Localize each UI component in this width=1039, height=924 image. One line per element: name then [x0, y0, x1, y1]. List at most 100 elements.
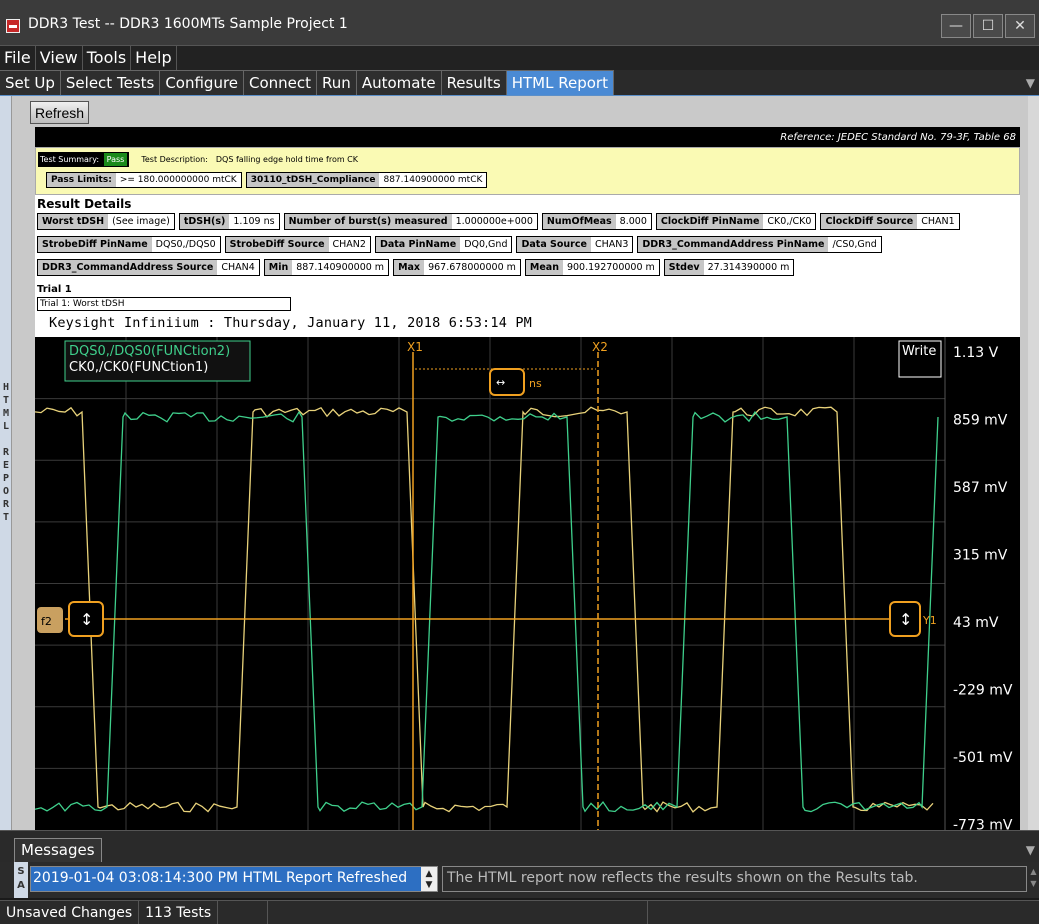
detail-key: NumOfMeas [542, 214, 616, 229]
detail-item: Worst tDSH (See image) [37, 213, 175, 230]
detail-item: Stdev 27.314390000 m [663, 259, 795, 276]
tab-configure[interactable]: Configure [160, 70, 245, 95]
tests-count: 113 Tests [139, 901, 219, 924]
tab-automate[interactable]: Automate [356, 70, 442, 95]
dqs-waveform [35, 406, 934, 813]
detail-value: DQS0,/DQS0 [155, 239, 216, 250]
compliance-key: 30110_tDSH_Compliance [246, 173, 380, 187]
messages-overflow-icon[interactable]: ▼ [1025, 843, 1035, 857]
message-spinner-icon[interactable]: ▲ ▼ [421, 867, 437, 891]
delta-arrows-icon: ↔ [496, 376, 505, 389]
detail-value: 887.140900000 m [296, 262, 385, 273]
report-view: Reference: JEDEC Standard No. 79-3F, Tab… [35, 127, 1020, 830]
title-bar: DDR3 Test -- DDR3 1600MTs Sample Project… [0, 0, 1039, 46]
detail-item: Max 967.678000000 m [393, 259, 521, 276]
status-cell-empty [218, 901, 269, 924]
scope-caption: Keysight Infiniium : Thursday, January 1… [49, 315, 533, 331]
tab-overflow-icon[interactable]: ▼ [1025, 76, 1035, 90]
detail-item: tDSH(s) 1.109 ns [178, 213, 280, 230]
detail-value: 1.109 ns [233, 216, 275, 227]
detail-key: Max [394, 260, 425, 275]
messages-tab[interactable]: Messages [14, 838, 102, 862]
tab-select-tests[interactable]: Select Tests [60, 70, 161, 95]
detail-value: CHAN4 [221, 262, 255, 273]
detail-value: CK0,/CK0 [767, 216, 812, 227]
detail-key: DDR3_CommandAddress PinName [638, 237, 829, 252]
tab-results[interactable]: Results [441, 70, 507, 95]
right-y-arrows-icon: ↕ [899, 610, 912, 629]
menu-tools[interactable]: Tools [83, 46, 132, 70]
message-select[interactable]: 2019-01-04 03:08:14:300 PM HTML Report R… [30, 866, 438, 892]
window-controls: — ☐ ✕ [941, 14, 1035, 38]
detail-item: StrobeDiff PinName DQS0,/DQS0 [37, 236, 221, 253]
delta-handle [489, 368, 525, 396]
scope-screenshot: 1.13 V 859 mV 587 mV 315 mV 43 mV -229 mV -501… [35, 337, 1020, 830]
pass-limits: Pass Limits: >= 180.000000000 mtCK [46, 172, 242, 188]
left-y-handle [68, 601, 104, 637]
message-detail: The HTML report now reflects the results… [442, 866, 1027, 892]
vertical-scrollbar[interactable] [1028, 96, 1039, 830]
maximize-button[interactable]: ☐ [973, 14, 1003, 38]
description-label: Test Description: [141, 155, 208, 164]
tab-bar: Set Up Select Tests Configure Connect Ru… [0, 70, 1039, 96]
legend-box [64, 340, 251, 382]
y-tick-label: 43 mV [953, 615, 999, 631]
tab-connect[interactable]: Connect [244, 70, 318, 95]
menu-bar: File View Tools Help [0, 46, 1039, 70]
detail-item: ClockDiff Source CHAN1 [820, 213, 960, 230]
detail-key: Data Source [517, 237, 591, 252]
detail-key: ClockDiff Source [821, 214, 918, 229]
detail-key: Number of burst(s) measured [284, 214, 452, 229]
detail-item: DDR3_CommandAddress Source CHAN4 [37, 259, 260, 276]
message-scroll-icon[interactable]: ▲ ▼ [1030, 867, 1037, 888]
menu-file[interactable]: File [0, 46, 36, 70]
detail-value: 1.000000e+000 [455, 216, 533, 227]
detail-key: Min [264, 260, 293, 275]
y-tick-label: 1.13 V [953, 345, 999, 361]
result-details-title: Result Details [37, 197, 132, 211]
detail-key: StrobeDiff PinName [38, 237, 152, 252]
y-tick-label: 315 mV [953, 548, 1008, 564]
detail-value: 900.192700000 m [566, 262, 655, 273]
detail-value: CHAN2 [332, 239, 366, 250]
compliance-value: 887.140900000 mtCK [383, 175, 483, 185]
write-label: Write [902, 344, 936, 359]
detail-value: CHAN3 [594, 239, 629, 250]
close-button[interactable]: ✕ [1005, 14, 1035, 38]
trial-caption: Trial 1: Worst tDSH [37, 297, 291, 311]
menu-view[interactable]: View [36, 46, 83, 70]
y-tick-label: 859 mV [953, 413, 1008, 429]
minimize-button[interactable]: — [941, 14, 971, 38]
status-cell-empty-2 [268, 901, 649, 924]
window-title: DDR3 Test -- DDR3 1600MTs Sample Project… [28, 16, 348, 32]
detail-key: Mean [525, 260, 563, 275]
trial-title: Trial 1 [37, 284, 72, 295]
detail-key: ClockDiff PinName [656, 214, 764, 229]
write-indicator [898, 340, 942, 378]
message-selected[interactable]: 2019-01-04 03:08:14:300 PM HTML Report R… [31, 867, 421, 891]
detail-value: 27.314390000 m [707, 262, 790, 273]
y-tick-label: -229 mV [953, 683, 1013, 699]
app-icon [6, 19, 20, 33]
x1-label: X1 [407, 340, 423, 354]
detail-item: ClockDiff PinName CK0,/CK0 [655, 213, 817, 230]
tab-run[interactable]: Run [317, 70, 357, 95]
refresh-button[interactable]: Refresh [30, 101, 90, 124]
pass-limits-key: Pass Limits: [47, 173, 116, 187]
detail-value: (See image) [112, 216, 170, 227]
reference-bar: Reference: JEDEC Standard No. 79-3F, Tab… [35, 127, 1020, 147]
tab-set-up[interactable]: Set Up [0, 70, 61, 95]
unsaved-status: Unsaved Changes [0, 901, 140, 924]
summary-label-text: Test Summary: [40, 155, 100, 164]
y1-label: Y1 [922, 614, 937, 627]
detail-value: 8.000 [619, 216, 647, 227]
messages-bar: Messages ▼ [0, 830, 1039, 862]
detail-item: Data Source CHAN3 [516, 236, 634, 253]
detail-value: CHAN1 [921, 216, 955, 227]
menu-help[interactable]: Help [131, 46, 177, 70]
y-axis-area [945, 337, 1020, 830]
tab-html-report[interactable]: HTML Report [506, 70, 614, 95]
